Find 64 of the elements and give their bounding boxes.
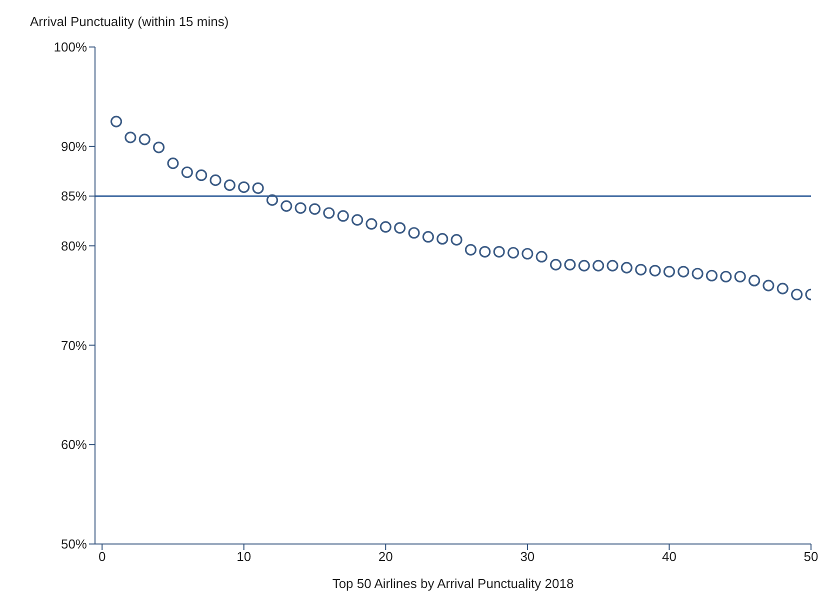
x-axis-title: Top 50 Airlines by Arrival Punctuality 2018 [332,576,574,591]
point [791,288,803,300]
y-tick-label: 100% [54,40,88,55]
x-tick-label: 0 [98,549,106,564]
point [181,166,193,178]
point [408,227,420,239]
point [678,266,690,278]
y-tick-label: 90% [60,139,88,154]
point [224,179,236,191]
point [422,231,434,243]
y-tick-label: 60% [60,437,88,452]
point [153,142,165,154]
point [308,203,321,215]
point [606,260,618,272]
point [294,202,306,214]
point [507,246,520,259]
point [578,260,590,272]
point [351,214,364,226]
point [210,174,222,186]
point [734,270,746,282]
point [110,116,122,128]
point [620,262,632,274]
x-tick-label: 40 [662,549,676,564]
y-axis-title: Arrival Punctuality (within 15 mins) [30,14,229,29]
point [720,270,732,282]
point [493,246,505,258]
point [464,244,477,256]
y-tick-label: 85% [60,188,88,204]
y-tick-label: 70% [60,338,88,353]
point [635,264,647,276]
point [450,234,462,246]
x-tick-label: 30 [520,549,535,564]
point [522,248,534,260]
point [762,280,774,292]
point [337,210,349,222]
y-tick-label: 80% [60,238,88,254]
point [366,218,378,230]
point [280,200,292,212]
point [776,282,788,294]
x-tick-label: 20 [378,549,393,564]
point [479,246,491,258]
point [266,194,278,206]
point [167,158,179,170]
point [138,134,150,146]
x-tick-label: 10 [236,549,252,564]
point [323,207,335,219]
point [536,250,548,263]
y-tick-label: 50% [60,536,88,552]
point [564,258,576,270]
point [394,222,406,234]
point [748,274,760,286]
point [124,132,136,144]
point [706,270,718,282]
point [436,233,448,245]
point [380,221,392,233]
point [592,260,604,272]
x-tick-label: 50 [804,549,818,564]
point [238,181,250,193]
point [649,264,661,276]
point [196,169,208,182]
point [550,258,562,270]
point [252,182,264,194]
point [692,268,704,280]
point [663,266,676,278]
